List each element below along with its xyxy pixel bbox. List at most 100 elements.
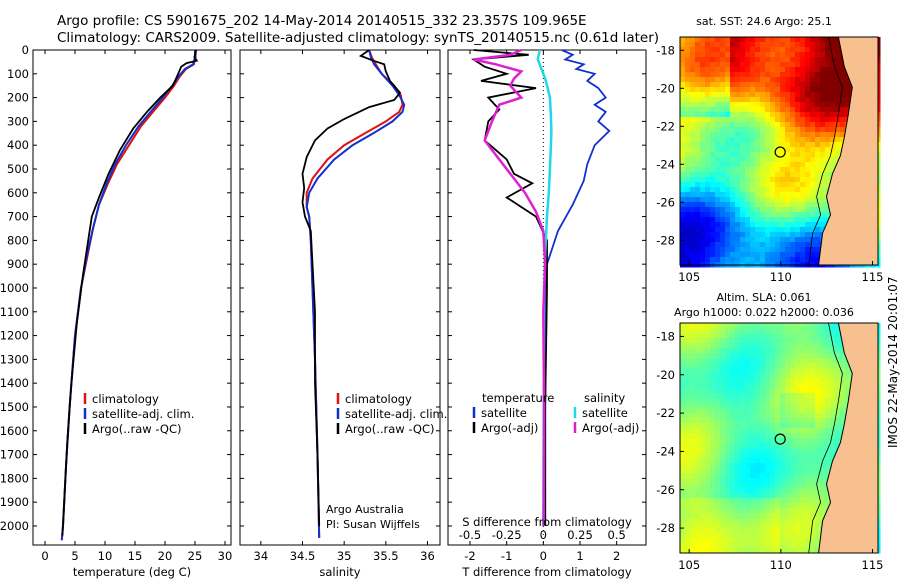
map-pixel — [810, 247, 816, 253]
map-pixel — [690, 508, 696, 514]
map-pixel — [770, 518, 776, 524]
map-pixel — [835, 57, 841, 63]
map-pixel — [795, 543, 801, 549]
map-pixel — [820, 488, 826, 494]
map-pixel — [825, 333, 831, 339]
map-pixel — [805, 57, 811, 63]
map-pixel — [755, 323, 761, 329]
map-pixel — [725, 102, 731, 108]
map-pixel — [840, 418, 846, 424]
map-pixel — [715, 403, 721, 409]
map-pixel — [750, 473, 756, 479]
map-pixel — [775, 237, 781, 243]
map-pixel — [720, 92, 726, 98]
x-tick-label: 25 — [188, 549, 203, 563]
map-pixel — [705, 252, 711, 258]
y-tick-label: 400 — [7, 138, 29, 152]
map-pixel — [705, 323, 711, 329]
map-pixel — [680, 87, 686, 93]
map-pixel — [680, 333, 686, 339]
map-pixel — [830, 413, 836, 419]
map-pixel — [775, 37, 781, 43]
map-pixel — [820, 448, 826, 454]
map-pixel — [720, 117, 726, 123]
map-pixel — [700, 197, 706, 203]
map-pixel — [745, 142, 751, 148]
map-pixel — [770, 207, 776, 213]
map-pixel — [695, 533, 701, 539]
map-pixel — [735, 182, 741, 188]
map-pixel — [805, 508, 811, 514]
map-pixel — [815, 508, 821, 514]
map-pixel — [745, 353, 751, 359]
map-pixel — [700, 72, 706, 78]
map-pixel — [725, 328, 731, 334]
map-pixel — [750, 323, 756, 329]
map-pixel — [800, 87, 806, 93]
map-pixel — [770, 378, 776, 384]
map-pixel — [790, 543, 796, 549]
map-pixel — [695, 87, 701, 93]
map-pixel — [825, 162, 831, 168]
map-pixel — [775, 443, 781, 449]
map-pixel — [800, 172, 806, 178]
map-pixel — [805, 433, 811, 439]
map-pixel — [805, 413, 811, 419]
map-pixel — [760, 393, 766, 399]
map-pixel — [710, 393, 716, 399]
map-pixel — [690, 237, 696, 243]
map-pixel — [705, 378, 711, 384]
map-pixel — [745, 513, 751, 519]
map-pixel — [695, 137, 701, 143]
map-pixel — [780, 197, 786, 203]
map-pixel — [700, 538, 706, 544]
map-pixel — [800, 122, 806, 128]
map-pixel — [685, 503, 691, 509]
map-pixel — [755, 212, 761, 218]
map-pixel — [680, 383, 686, 389]
map-pixel — [745, 152, 751, 158]
map-pixel — [760, 503, 766, 509]
map-pixel — [810, 102, 816, 108]
map-pixel — [825, 217, 831, 223]
map-pixel — [785, 82, 791, 88]
map-pixel — [815, 528, 821, 534]
map-pixel — [785, 257, 791, 263]
map-pixel — [805, 202, 811, 208]
map-pixel — [790, 443, 796, 449]
map-pixel — [820, 97, 826, 103]
map-pixel — [685, 338, 691, 344]
map-pixel — [725, 117, 731, 123]
map-pixel — [685, 473, 691, 479]
map-pixel — [715, 257, 721, 263]
map-pixel — [730, 102, 736, 108]
map-pixel — [710, 323, 716, 329]
map-pixel — [835, 373, 841, 379]
map-pixel — [755, 428, 761, 434]
map-pixel — [755, 177, 761, 183]
map-pixel — [790, 102, 796, 108]
map-pixel — [835, 428, 841, 434]
map-pixel — [695, 338, 701, 344]
map-pixel — [700, 217, 706, 223]
s-tick-label: 0 — [540, 528, 547, 542]
map-pixel — [710, 222, 716, 228]
map-pixel — [730, 493, 736, 499]
map-pixel — [830, 338, 836, 344]
map-pixel — [790, 513, 796, 519]
map-pixel — [780, 378, 786, 384]
map-pixel — [825, 152, 831, 158]
map-pixel — [700, 57, 706, 63]
sst_map-y-tick-label: -20 — [656, 81, 675, 95]
map-pixel — [690, 52, 696, 58]
map-pixel — [815, 388, 821, 394]
map-pixel — [725, 67, 731, 73]
map-pixel — [745, 533, 751, 539]
map-pixel — [685, 47, 691, 53]
map-pixel — [730, 518, 736, 524]
map-pixel — [835, 112, 841, 118]
map-pixel — [715, 47, 721, 53]
map-pixel — [790, 157, 796, 163]
map-pixel — [710, 87, 716, 93]
map-pixel — [830, 443, 836, 449]
